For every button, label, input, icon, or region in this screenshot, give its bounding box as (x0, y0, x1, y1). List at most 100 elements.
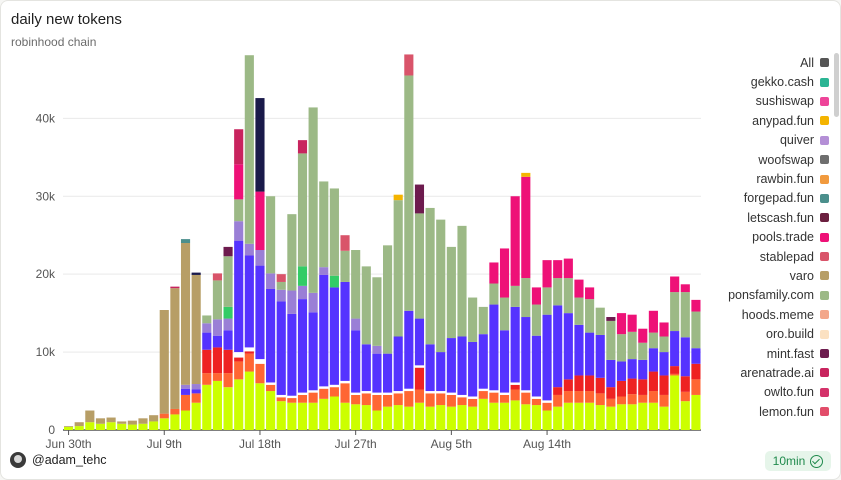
bar-day-3[interactable] (95, 418, 106, 430)
bar-day-26[interactable] (340, 235, 350, 430)
bar-day-21[interactable] (287, 214, 297, 430)
bar-day-43[interactable] (521, 172, 531, 430)
bar-day-54[interactable] (638, 328, 648, 430)
legend-item[interactable]: pools.trade (701, 228, 829, 247)
bar-day-58[interactable] (680, 284, 690, 430)
bar-day-36[interactable] (446, 246, 456, 430)
bar-day-1[interactable] (74, 422, 84, 430)
bar-day-15[interactable] (223, 246, 233, 430)
legend-item[interactable]: gekko.cash (701, 72, 829, 91)
bar-day-25[interactable] (329, 188, 339, 430)
bar-day-24[interactable] (319, 181, 329, 430)
legend-item[interactable]: rawbin.fun (701, 169, 829, 188)
bar-day-12[interactable] (191, 272, 201, 430)
legend-item[interactable]: hoods.meme (701, 305, 829, 324)
legend-item[interactable]: woofswap (701, 150, 829, 169)
bar-day-8[interactable] (149, 415, 159, 430)
legend-scrollbar[interactable] (834, 53, 839, 117)
bar-segment-indigo (414, 318, 425, 366)
bar-day-48[interactable] (574, 279, 584, 430)
bar-day-0[interactable] (64, 426, 74, 430)
bar-day-27[interactable] (351, 250, 361, 430)
legend-item[interactable]: varo (701, 266, 829, 285)
legend-item[interactable]: ponsfamily.com (701, 286, 829, 305)
bar-day-55[interactable] (648, 310, 658, 430)
bar-day-35[interactable] (436, 219, 446, 430)
legend-item[interactable]: stablepad (701, 247, 829, 266)
legend-label: rawbin.fun (756, 172, 814, 187)
bar-day-6[interactable] (127, 420, 137, 430)
bar-segment-red (212, 347, 222, 374)
bar-day-10[interactable] (170, 286, 180, 430)
bar-day-22[interactable] (297, 140, 308, 430)
bar-day-16[interactable] (234, 129, 244, 430)
legend-item[interactable]: All (701, 53, 829, 72)
legend-label: letscash.fun (747, 210, 814, 225)
bar-day-51[interactable] (606, 317, 616, 430)
bar-day-59[interactable] (691, 299, 701, 430)
bar-day-44[interactable] (531, 287, 541, 430)
bar-day-5[interactable] (117, 421, 127, 430)
bar-day-50[interactable] (595, 307, 605, 430)
author-link[interactable]: @adam_tehc (10, 452, 107, 468)
bar-day-9[interactable] (159, 310, 169, 430)
bar-day-2[interactable] (85, 410, 95, 430)
legend-item[interactable]: anypad.fun (701, 111, 829, 130)
bar-day-18[interactable] (255, 98, 265, 430)
bar-day-23[interactable] (308, 107, 318, 430)
bar-day-20[interactable] (276, 274, 286, 430)
bar-day-32[interactable] (404, 54, 414, 430)
legend-item[interactable]: lemon.fun (701, 402, 829, 421)
bar-day-33[interactable] (414, 184, 425, 430)
bar-day-28[interactable] (361, 266, 371, 430)
bar-day-14[interactable] (212, 273, 222, 430)
bar-day-53[interactable] (627, 314, 637, 430)
bar-day-47[interactable] (563, 258, 573, 430)
bar-day-56[interactable] (659, 322, 669, 430)
bar-day-13[interactable] (202, 315, 212, 430)
bar-segment-thin (372, 392, 382, 395)
bar-day-11[interactable] (180, 239, 191, 430)
bar-day-42[interactable] (510, 196, 520, 430)
bar-day-4[interactable] (106, 417, 116, 430)
bar-day-38[interactable] (468, 297, 478, 430)
bar-segment-pons (234, 199, 244, 222)
bar-day-52[interactable] (616, 313, 627, 430)
bar-day-46[interactable] (553, 260, 563, 430)
bar-day-34[interactable] (425, 207, 435, 430)
bar-day-19[interactable] (266, 196, 276, 430)
bar-day-7[interactable] (138, 418, 148, 430)
bar-segment-indigo (436, 352, 446, 392)
legend-item[interactable]: owlto.fun (701, 383, 829, 402)
refresh-badge[interactable]: 10min (765, 451, 831, 471)
legend-item[interactable]: mint.fast (701, 344, 829, 363)
bar-day-30[interactable] (383, 245, 393, 430)
bar-day-29[interactable] (372, 277, 382, 430)
legend-item[interactable]: arenatrade.ai (701, 363, 829, 382)
bar-day-57[interactable] (670, 276, 680, 430)
bar-day-17[interactable] (244, 55, 254, 430)
legend-item[interactable]: letscash.fun (701, 208, 829, 227)
bar-segment-indigo (212, 335, 222, 348)
bar-day-31[interactable] (393, 194, 403, 430)
bar-segment-pons (627, 331, 637, 360)
legend-item[interactable]: sushiswap (701, 92, 829, 111)
bar-day-49[interactable] (585, 287, 595, 430)
bar-segment-pons (404, 75, 414, 311)
bar-day-39[interactable] (478, 306, 488, 430)
bar-day-41[interactable] (499, 248, 510, 430)
bar-segment-base (638, 402, 648, 430)
legend-item[interactable]: quiver (701, 131, 829, 150)
bar-day-37[interactable] (457, 225, 467, 430)
bar-segment-indigo (531, 335, 541, 397)
bar-segment-red (659, 375, 669, 395)
bar-day-45[interactable] (542, 260, 552, 430)
y-tick-label: 20k (36, 267, 56, 281)
legend-item[interactable]: oro.build (701, 324, 829, 343)
bar-segment-indigo (297, 299, 308, 393)
bar-segment-base (574, 402, 584, 430)
legend-item[interactable]: forgepad.fun (701, 189, 829, 208)
y-tick-label: 10k (36, 345, 56, 359)
bar-day-40[interactable] (489, 262, 499, 430)
bar-segment-indigo (255, 265, 265, 360)
